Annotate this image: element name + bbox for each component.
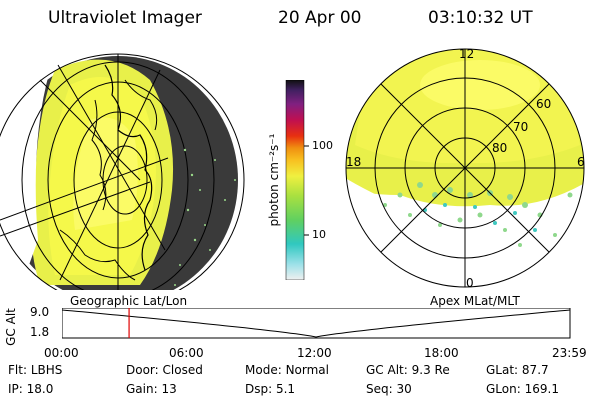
status-dsp: Dsp: 5.1 [245,382,296,396]
status-ip: IP: 18.0 [8,382,54,396]
date-label: 20 Apr 00 [278,8,362,28]
status-flt: Flt: LBHS [8,363,63,377]
status-glat: GLat: 87.7 [486,363,549,377]
altitude-curve [62,309,571,338]
mlt-label-0: 0 [466,276,474,290]
status-glon: GLon: 169.1 [486,382,559,396]
mlt-label-18: 18 [346,155,362,169]
mlt-label-6: 6 [577,155,585,169]
colorbar-tick-100: 100 [312,139,333,152]
mlat-label-80: 80 [492,141,508,155]
timeline-ytick-low: 1.8 [30,325,50,339]
apex-caption: Apex MLat/MLT [430,294,520,308]
mlat-label-60: 60 [536,97,552,111]
status-seq: Seq: 30 [366,382,412,396]
timeline-xtick-1800: 18:00 [424,346,459,360]
geographic-globe-image [0,53,245,290]
timeline-plot [62,308,571,339]
timeline-xtick-2359: 23:59 [552,346,587,360]
status-gc-alt: GC Alt: 9.3 Re [366,363,450,377]
timeline-xtick-0600: 06:00 [169,346,204,360]
geographic-caption: Geographic Lat/Lon [70,294,188,308]
time-label: 03:10:32 UT [428,8,533,28]
color-scale-bar [285,80,309,280]
polar-mlat-mlt-plot [345,48,585,288]
status-gain: Gain: 13 [126,382,177,396]
colorbar-tick-10: 10 [312,228,326,241]
timeline-xtick-1200: 12:00 [297,346,332,360]
status-mode: Mode: Normal [245,363,329,377]
timeline-axis-label: GC Alt [3,308,18,346]
mlat-label-70: 70 [513,120,529,134]
mlt-label-12: 12 [459,47,475,61]
colorbar-unit-label: photon cm⁻²s⁻¹ [267,133,281,227]
timeline-xtick-0000: 00:00 [44,346,79,360]
instrument-title: Ultraviolet Imager [48,8,202,28]
timeline-ytick-high: 9.0 [30,305,50,319]
status-door: Door: Closed [126,363,203,377]
